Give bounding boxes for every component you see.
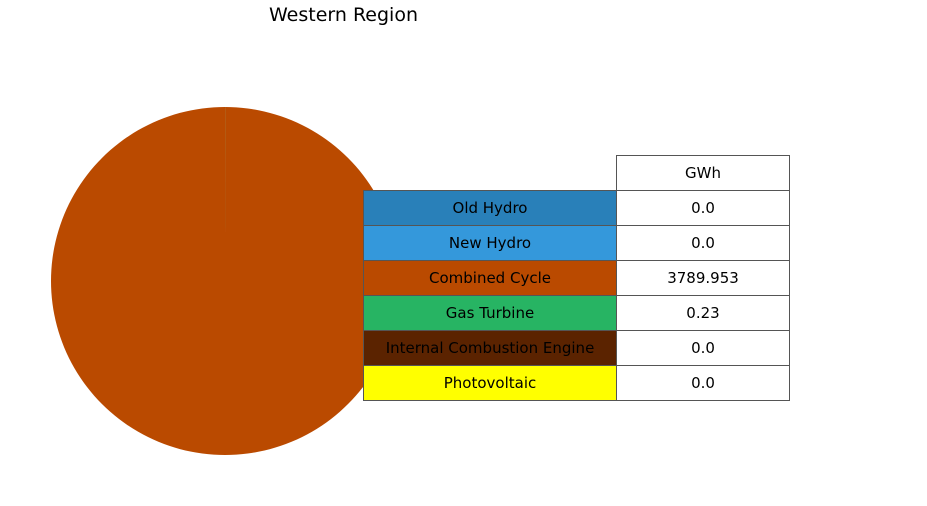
table-row-old-hydro: Old Hydro 0.0 <box>363 190 790 226</box>
row-label-internal-combustion-engine: Internal Combustion Engine <box>363 330 617 366</box>
row-label-new-hydro: New Hydro <box>363 225 617 261</box>
pie-slice-combined-cycle <box>51 107 400 455</box>
row-value-photovoltaic: 0.0 <box>616 365 790 401</box>
row-label-photovoltaic: Photovoltaic <box>363 365 617 401</box>
table-row-combined-cycle: Combined Cycle 3789.953 <box>363 260 790 296</box>
row-value-new-hydro: 0.0 <box>616 225 790 261</box>
row-label-gas-turbine: Gas Turbine <box>363 295 617 331</box>
row-value-combined-cycle: 3789.953 <box>616 260 790 296</box>
table-header-row: GWh <box>364 155 790 191</box>
row-value-internal-combustion-engine: 0.0 <box>616 330 790 366</box>
column-header-gwh: GWh <box>616 155 790 191</box>
row-value-gas-turbine: 0.23 <box>616 295 790 331</box>
row-label-old-hydro: Old Hydro <box>363 190 617 226</box>
table-corner <box>364 156 617 191</box>
table-row-new-hydro: New Hydro 0.0 <box>363 225 790 261</box>
row-label-combined-cycle: Combined Cycle <box>363 260 617 296</box>
table-row-gas-turbine: Gas Turbine 0.23 <box>363 295 790 331</box>
chart-title: Western Region <box>269 4 419 26</box>
table-row-internal-combustion-engine: Internal Combustion Engine 0.0 <box>363 330 790 366</box>
table-row-photovoltaic: Photovoltaic 0.0 <box>363 365 790 401</box>
row-value-old-hydro: 0.0 <box>616 190 790 226</box>
generation-table: GWh Old Hydro 0.0 New Hydro 0.0 Combined… <box>363 155 790 401</box>
